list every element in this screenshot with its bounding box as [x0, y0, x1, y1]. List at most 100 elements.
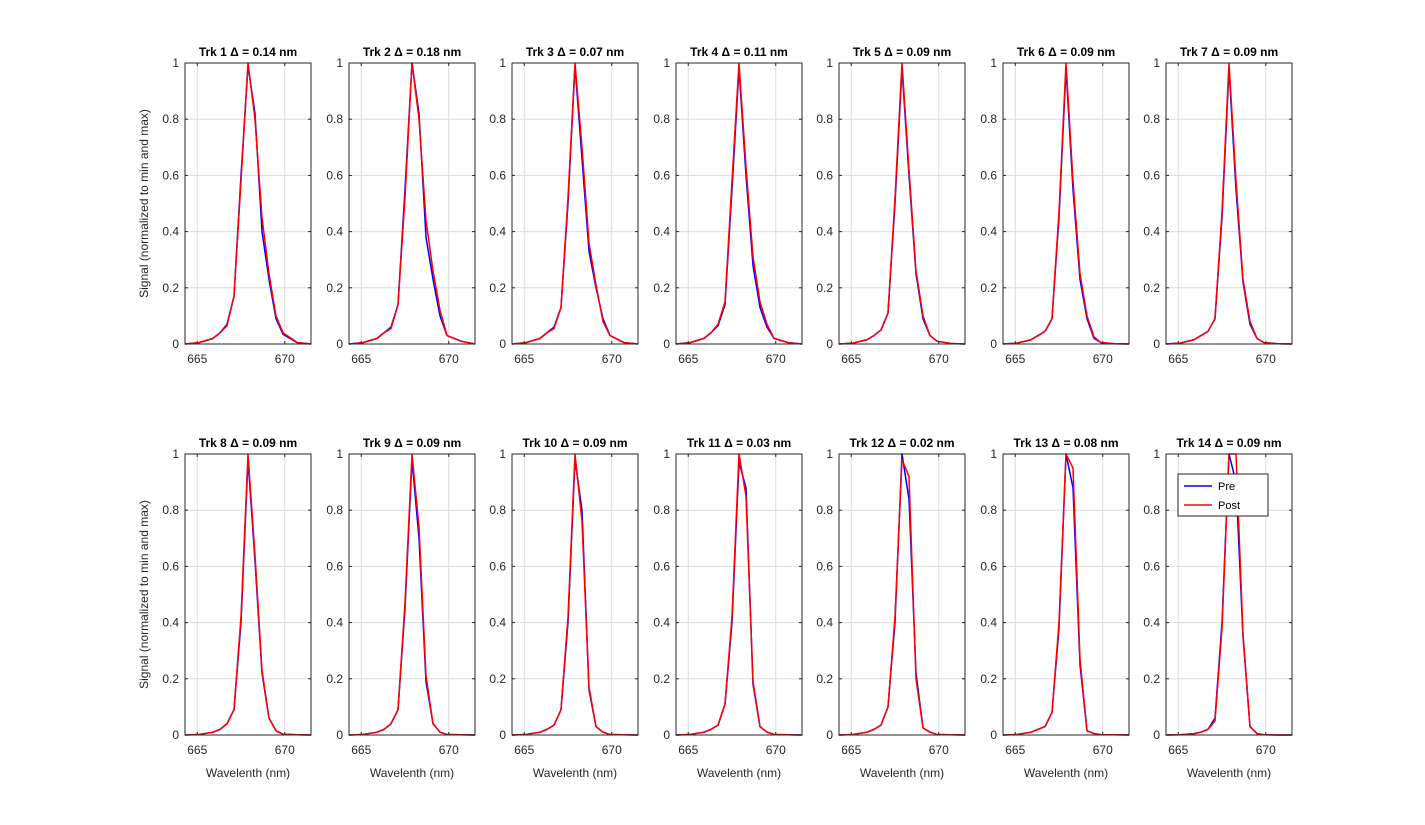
- y-tick-label: 0.6: [1143, 168, 1160, 182]
- y-tick-label: 1: [663, 56, 670, 70]
- y-tick-label: 0.4: [980, 225, 997, 239]
- y-tick-label: 0.4: [653, 616, 670, 630]
- panel-title: Trk 12 Δ = 0.02 nm: [849, 436, 954, 450]
- panel-title: Trk 10 Δ = 0.09 nm: [522, 436, 627, 450]
- x-tick-label: 670: [602, 743, 622, 757]
- y-tick-label: 0.4: [326, 225, 343, 239]
- y-tick-label: 0.4: [816, 616, 833, 630]
- y-tick-label: 0.6: [980, 168, 997, 182]
- legend: Pre Post: [1177, 473, 1269, 517]
- y-tick-label: 0.6: [816, 168, 833, 182]
- y-tick-label: 0: [663, 728, 670, 742]
- y-tick-label: 0.2: [980, 672, 997, 686]
- x-tick-label: 665: [351, 352, 371, 366]
- plot-area: [839, 63, 965, 344]
- x-tick-label: 665: [678, 352, 698, 366]
- axes-box: [184, 62, 312, 345]
- y-tick-label: 0.4: [162, 616, 179, 630]
- panel-title: Trk 7 Δ = 0.09 nm: [1180, 45, 1278, 59]
- x-tick-label: 665: [1005, 352, 1025, 366]
- y-tick-label: 1: [990, 56, 997, 70]
- subplot-panel: 0 0.2 0.4 0.6 0.8 1 665 670 Trk 1 Δ = 0.14 nm Sig…: [137, 45, 312, 366]
- plot-area: [185, 63, 311, 344]
- y-tick-label: 0.8: [489, 503, 506, 517]
- y-tick-label: 1: [499, 56, 506, 70]
- panel-title: Trk 8 Δ = 0.09 nm: [199, 436, 297, 450]
- panel-title: Trk 14 Δ = 0.09 nm: [1176, 436, 1281, 450]
- plot-area: [512, 63, 638, 344]
- panel-title: Trk 6 Δ = 0.09 nm: [1017, 45, 1115, 59]
- y-tick-label: 0.2: [816, 281, 833, 295]
- x-tick-label: 665: [514, 743, 534, 757]
- x-tick-label: 665: [351, 743, 371, 757]
- x-tick-label: 670: [929, 743, 949, 757]
- x-tick-label: 670: [1093, 352, 1113, 366]
- x-tick-label: 665: [1168, 352, 1188, 366]
- x-axis-label: Wavelenth (nm): [697, 766, 781, 780]
- y-tick-label: 0.6: [980, 559, 997, 573]
- y-tick-label: 0.4: [653, 225, 670, 239]
- x-tick-label: 665: [514, 352, 534, 366]
- y-tick-label: 0.2: [816, 672, 833, 686]
- subplot-panel: 0 0.2 0.4 0.6 0.8 1 665 670 Trk 11 Δ = 0.03 nm Wa…: [653, 436, 803, 780]
- y-tick-label: 1: [826, 56, 833, 70]
- y-tick-label: 1: [499, 447, 506, 461]
- axes-box: [184, 453, 312, 736]
- panel-title: Trk 9 Δ = 0.09 nm: [363, 436, 461, 450]
- plot-area: [839, 454, 965, 735]
- x-tick-label: 670: [1093, 743, 1113, 757]
- x-axis-label: Wavelenth (nm): [533, 766, 617, 780]
- x-tick-label: 670: [1256, 352, 1276, 366]
- y-tick-label: 1: [663, 447, 670, 461]
- y-tick-label: 0.8: [816, 112, 833, 126]
- y-tick-label: 0: [172, 337, 179, 351]
- axes-box: [675, 62, 803, 345]
- y-tick-label: 0: [336, 728, 343, 742]
- subplot-panel: 0 0.2 0.4 0.6 0.8 1 665 670 Trk 3 Δ = 0.07 nm: [489, 45, 639, 366]
- axes-box: [348, 453, 476, 736]
- y-tick-label: 0.4: [816, 225, 833, 239]
- y-tick-label: 1: [172, 447, 179, 461]
- x-tick-label: 665: [678, 743, 698, 757]
- plot-area: [676, 63, 802, 344]
- panel-title: Trk 11 Δ = 0.03 nm: [687, 436, 791, 450]
- y-tick-label: 0: [663, 337, 670, 351]
- axes-box: [1002, 453, 1130, 736]
- y-tick-label: 0.4: [1143, 225, 1160, 239]
- axes-box: [675, 453, 803, 736]
- y-tick-label: 0.2: [980, 281, 997, 295]
- x-tick-label: 670: [439, 743, 459, 757]
- y-tick-label: 0.8: [162, 503, 179, 517]
- y-tick-label: 0.2: [162, 672, 179, 686]
- panel-title: Trk 1 Δ = 0.14 nm: [199, 45, 297, 59]
- x-tick-label: 670: [929, 352, 949, 366]
- legend-label-pre: Pre: [1218, 481, 1235, 493]
- axes-box: [511, 62, 639, 345]
- panel-title: Trk 5 Δ = 0.09 nm: [853, 45, 951, 59]
- axes-box: [838, 62, 966, 345]
- x-axis-label: Wavelenth (nm): [1024, 766, 1108, 780]
- y-tick-label: 0.2: [326, 281, 343, 295]
- y-tick-label: 0.2: [326, 672, 343, 686]
- y-tick-label: 0.8: [980, 112, 997, 126]
- y-tick-label: 0.6: [489, 559, 506, 573]
- y-tick-label: 0.8: [653, 503, 670, 517]
- plot-area: [1003, 63, 1129, 344]
- y-tick-label: 0: [990, 337, 997, 351]
- plot-area: [349, 454, 475, 735]
- legend-label-post: Post: [1218, 500, 1240, 512]
- y-tick-label: 0.8: [489, 112, 506, 126]
- y-axis-label: Signal (normalized to min and max): [137, 109, 151, 298]
- y-tick-label: 0: [826, 337, 833, 351]
- subplot-panel: 0 0.2 0.4 0.6 0.8 1 665 670 Trk 9 Δ = 0.09 nm Wav…: [326, 436, 476, 780]
- x-tick-label: 665: [187, 743, 207, 757]
- y-tick-label: 0: [499, 728, 506, 742]
- y-tick-label: 1: [1153, 56, 1160, 70]
- x-tick-label: 665: [1005, 743, 1025, 757]
- y-tick-label: 1: [336, 447, 343, 461]
- panel-title: Trk 3 Δ = 0.07 nm: [526, 45, 624, 59]
- y-tick-label: 0.6: [653, 168, 670, 182]
- y-tick-label: 0.2: [489, 672, 506, 686]
- y-tick-label: 1: [826, 447, 833, 461]
- y-tick-label: 0.4: [980, 616, 997, 630]
